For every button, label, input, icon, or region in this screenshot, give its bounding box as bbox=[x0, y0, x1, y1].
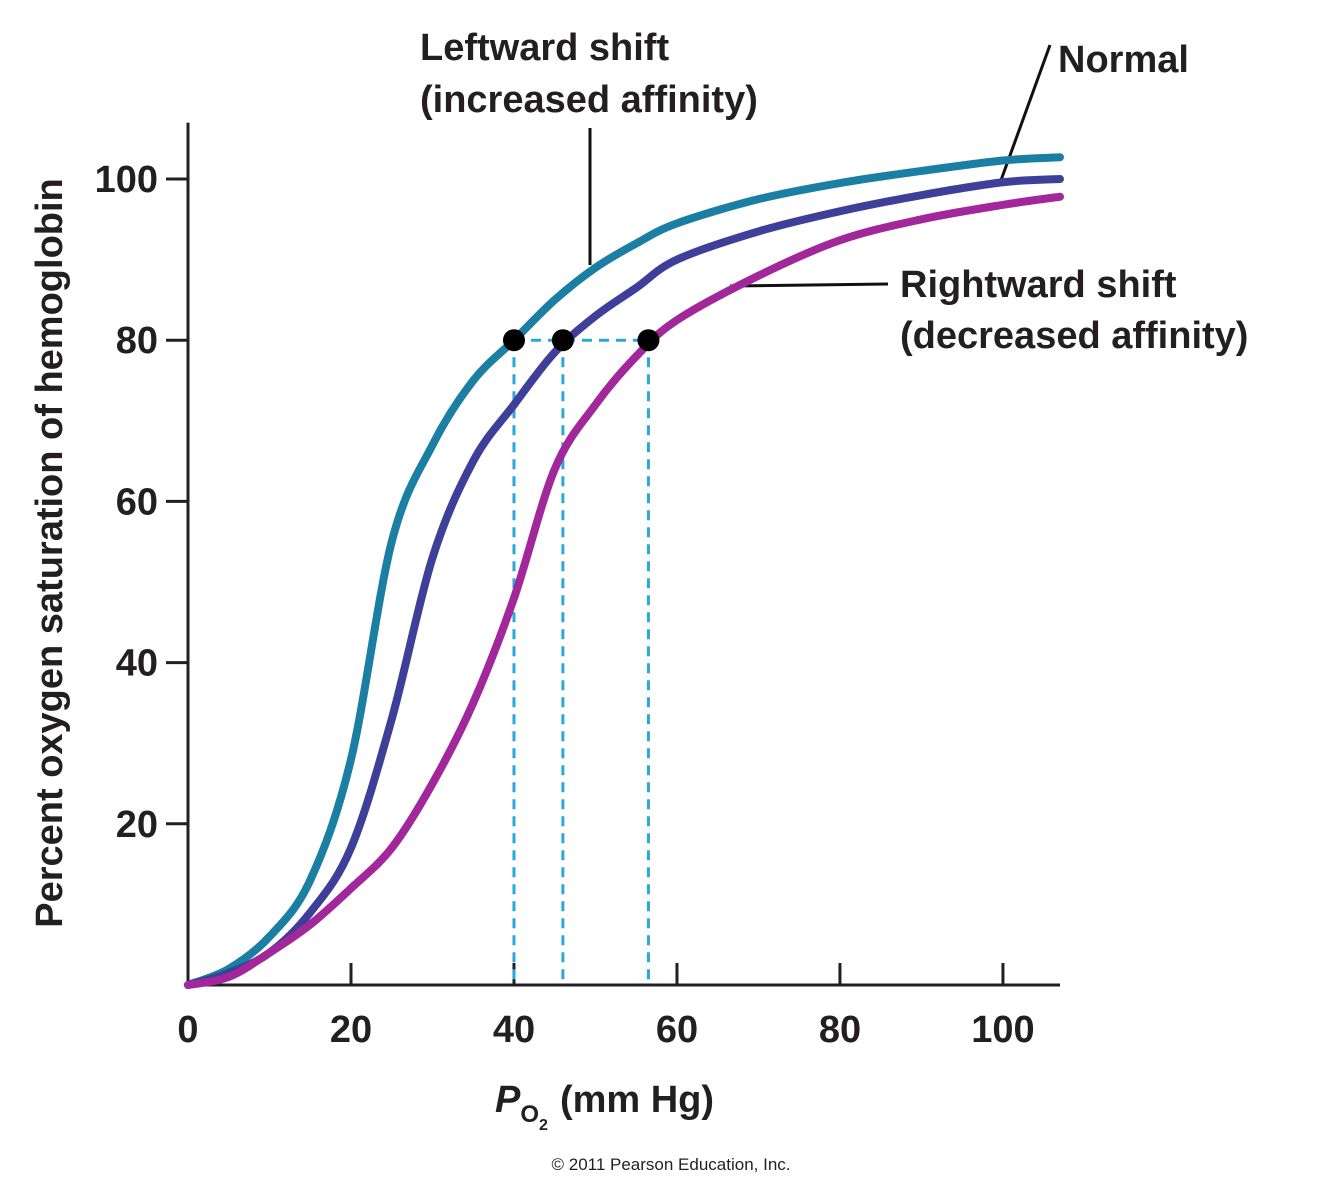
y-axis-label: Percent oxygen saturation of hemoglobin bbox=[29, 178, 71, 928]
annotation: Normal bbox=[1058, 39, 1189, 81]
marker bbox=[551, 329, 574, 352]
y-tick-label: 40 bbox=[116, 643, 158, 685]
x-tick-label: 20 bbox=[330, 1009, 372, 1051]
x-label-p: P bbox=[495, 1079, 521, 1121]
y-tick-label: 20 bbox=[116, 804, 158, 846]
marker bbox=[502, 329, 525, 352]
annotation: Rightward shift bbox=[900, 264, 1177, 306]
x-tick-label: 60 bbox=[656, 1009, 698, 1051]
series-line bbox=[184, 192, 1064, 989]
credit: © 2011 Pearson Education, Inc. bbox=[551, 1155, 790, 1174]
x-tick-label: 80 bbox=[819, 1009, 861, 1051]
annotation: (increased affinity) bbox=[420, 79, 758, 121]
y-tick-label: 80 bbox=[116, 320, 158, 362]
x-label-sub: O bbox=[520, 1101, 539, 1128]
annotation: (decreased affinity) bbox=[900, 315, 1248, 357]
x-tick-label: 100 bbox=[971, 1009, 1034, 1051]
marker bbox=[637, 329, 660, 352]
x-label-rest: (mm Hg) bbox=[560, 1079, 714, 1121]
y-tick-label: 60 bbox=[116, 481, 158, 523]
x-tick-label: 40 bbox=[493, 1009, 535, 1051]
y-tick-label: 100 bbox=[95, 159, 158, 201]
x-axis-label: PO2 (mm Hg) bbox=[495, 1079, 714, 1134]
x-tick-label: 0 bbox=[177, 1009, 198, 1051]
annotation: Leftward shift bbox=[420, 27, 669, 69]
x-label-subsub: 2 bbox=[539, 1117, 548, 1134]
leader-line bbox=[729, 282, 889, 288]
series-line bbox=[184, 175, 1064, 989]
